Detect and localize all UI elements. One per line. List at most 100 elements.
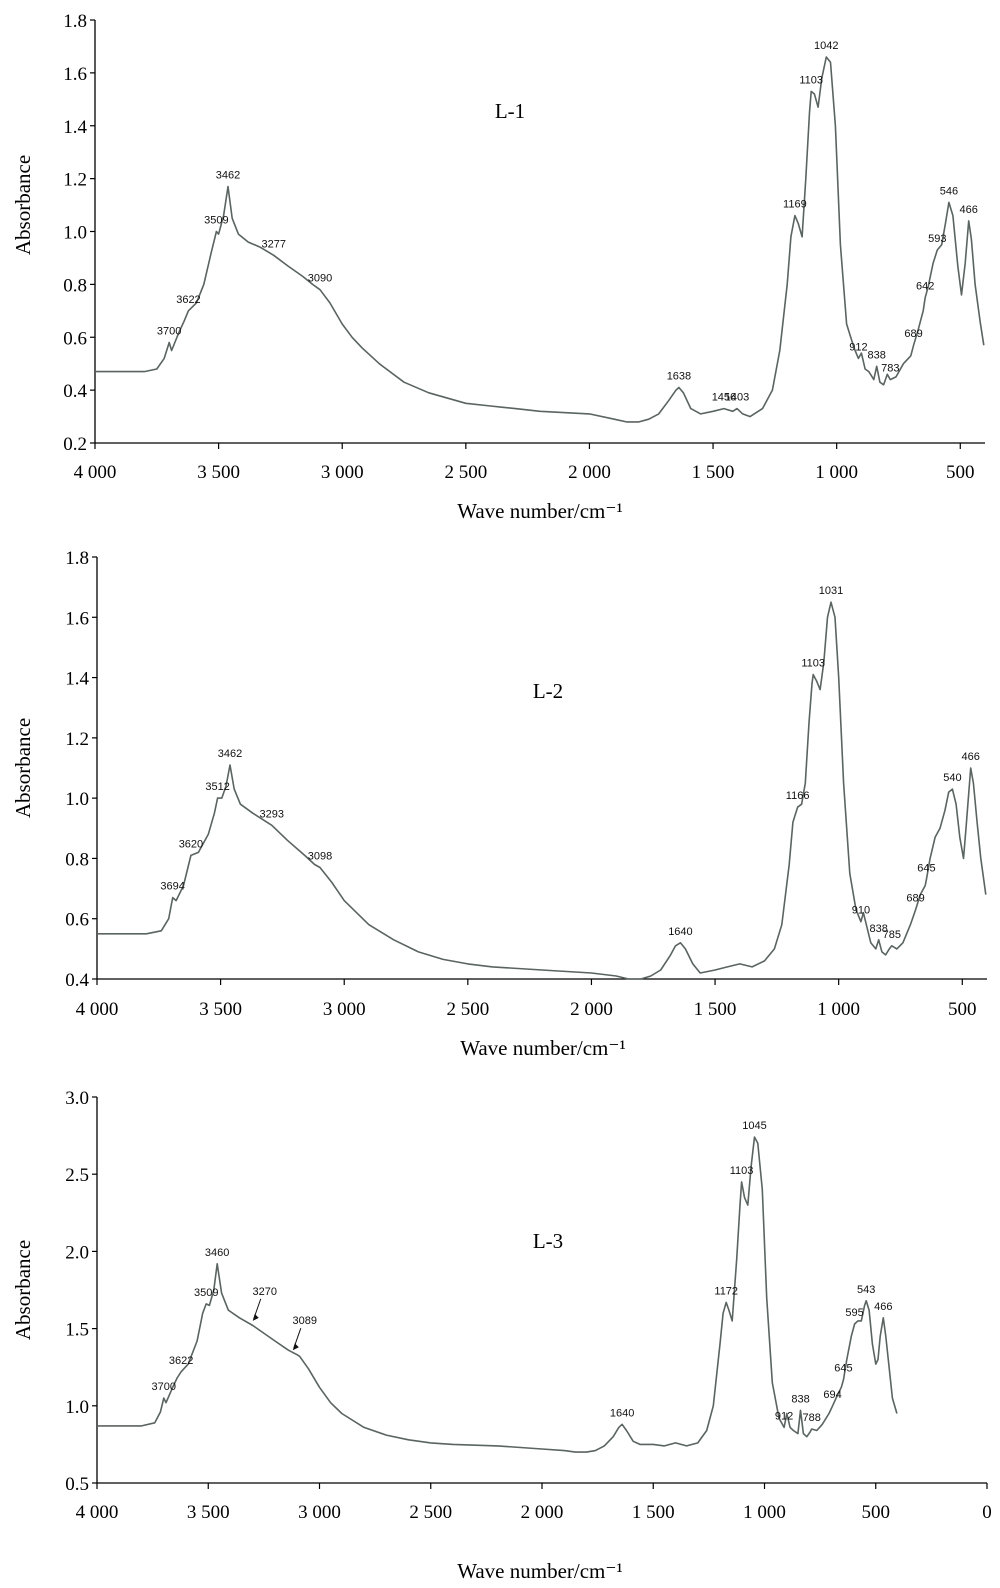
chart-panel-l3: L-3 Wave number/cm⁻¹ Absorbance 0.5 1.0 1.… (11, 1088, 992, 1583)
peak-label: 3622 (176, 294, 200, 306)
peak-label: 1166 (786, 790, 810, 802)
peak-label: 689 (906, 893, 924, 905)
y-tick-label: 1.4 (65, 669, 89, 690)
x-tick-label: 1 500 (694, 999, 737, 1020)
spectrum-line (97, 601, 987, 980)
x-axis-label: Wave number/cm⁻¹ (460, 1036, 626, 1060)
y-tick-label: 0.4 (63, 381, 87, 402)
peak-label: 546 (940, 185, 958, 197)
y-tick-label: 3.0 (65, 1088, 89, 1109)
peak-label: 838 (791, 1393, 809, 1405)
y-tick-label: 2.0 (65, 1242, 89, 1263)
panel-label: L-2 (533, 679, 563, 703)
peak-label: 1640 (610, 1407, 634, 1419)
y-tick-label: 0.8 (65, 849, 89, 870)
peak-label: 466 (962, 751, 980, 763)
y-tick-label: 2.5 (65, 1165, 89, 1186)
peak-label: 645 (834, 1363, 852, 1375)
y-tick-label: 1.2 (63, 170, 87, 191)
y-tick-label: 0.8 (63, 275, 87, 296)
x-tick-label: 4 000 (74, 462, 117, 483)
peak-label: 785 (883, 929, 901, 941)
y-tick-label: 1.6 (63, 64, 87, 85)
peak-label: 3293 (260, 808, 284, 820)
x-tick-label: 2 500 (446, 999, 489, 1020)
peak-label: 3090 (308, 273, 332, 285)
y-tick-label: 0.2 (63, 434, 87, 455)
x-axis-label: Wave number/cm⁻¹ (457, 499, 623, 523)
x-tick-label: 1 000 (815, 462, 858, 483)
x-tick-label: 1 000 (817, 999, 860, 1020)
y-axis-label: Absorbance (11, 718, 35, 818)
peak-label: 689 (904, 328, 922, 340)
peak-label: 642 (916, 281, 934, 293)
y-axis-label: Absorbance (11, 1240, 35, 1340)
peak-label: 1640 (668, 926, 692, 938)
peak-label: 466 (874, 1301, 892, 1313)
peak-label: 540 (943, 772, 961, 784)
x-tick-label: 3 500 (197, 462, 240, 483)
y-tick-label: 0.6 (65, 910, 89, 931)
y-tick-label: 1.0 (65, 789, 89, 810)
panel-label: L-1 (495, 99, 525, 123)
peak-label: 1456 (712, 392, 736, 404)
y-tick-label: 0.6 (63, 328, 87, 349)
peak-label: 838 (870, 923, 888, 935)
peak-label: 3462 (218, 748, 242, 760)
panel-label: L-3 (533, 1229, 563, 1253)
peak-label: 3622 (169, 1355, 193, 1367)
peak-label: 1103 (730, 1165, 754, 1177)
peak-label: 912 (775, 1410, 793, 1422)
y-tick-label: 0.4 (65, 970, 89, 991)
peak-label: 466 (960, 204, 978, 216)
y-tick-label: 1.5 (65, 1320, 89, 1341)
chart-panel-l2: L-2 Wave number/cm⁻¹ Absorbance 0.4 0.6 0.… (11, 548, 987, 1060)
peak-label: 543 (857, 1284, 875, 1296)
peak-label: 3700 (152, 1381, 176, 1393)
peak-label: 1103 (801, 658, 825, 670)
x-tick-label: 500 (862, 1502, 891, 1523)
peak-label: 910 (852, 905, 870, 917)
y-tick-label: 1.6 (65, 608, 89, 629)
x-tick-label: 1 000 (743, 1502, 786, 1523)
y-axis-label: Absorbance (11, 155, 35, 255)
x-tick-label: 0 (982, 1502, 992, 1523)
peak-label: 912 (849, 341, 867, 353)
peak-label: 1031 (819, 585, 843, 597)
peak-label: 593 (928, 233, 946, 245)
y-tick-label: 1.0 (65, 1397, 89, 1418)
peak-label: 788 (802, 1412, 820, 1424)
peak-label: 783 (881, 363, 899, 375)
spectrum-line (95, 56, 985, 423)
peak-label: 3509 (194, 1287, 218, 1299)
x-tick-label: 3 500 (199, 999, 242, 1020)
x-tick-label: 500 (948, 999, 977, 1020)
x-tick-label: 4 000 (76, 1502, 119, 1523)
peak-label: 1403 (725, 392, 749, 404)
peak-label: 3620 (179, 838, 203, 850)
y-tick-label: 0.5 (65, 1474, 89, 1495)
x-axis-label: Wave number/cm⁻¹ (457, 1559, 623, 1583)
peak-label: 1169 (783, 199, 807, 211)
y-tick-label: 1.4 (63, 117, 87, 138)
peak-label: 838 (868, 349, 886, 361)
peak-label: 3098 (308, 850, 332, 862)
x-tick-label: 500 (946, 462, 975, 483)
y-tick-label: 1.0 (63, 223, 87, 244)
peak-label: 3462 (216, 170, 240, 182)
peak-label: 1638 (667, 370, 691, 382)
peak-arrowhead (292, 1343, 299, 1351)
x-tick-label: 1 500 (632, 1502, 675, 1523)
peak-label: 3694 (160, 881, 184, 893)
peak-label: 3270 (253, 1286, 277, 1298)
x-tick-label: 2 500 (444, 462, 487, 483)
x-tick-label: 4 000 (76, 999, 119, 1020)
x-tick-label: 2 000 (568, 462, 611, 483)
peak-label: 645 (917, 863, 935, 875)
peak-label: 3277 (261, 238, 285, 250)
y-tick-label: 1.8 (65, 548, 89, 569)
peak-label: 3460 (205, 1247, 229, 1259)
x-tick-label: 3 500 (187, 1502, 230, 1523)
